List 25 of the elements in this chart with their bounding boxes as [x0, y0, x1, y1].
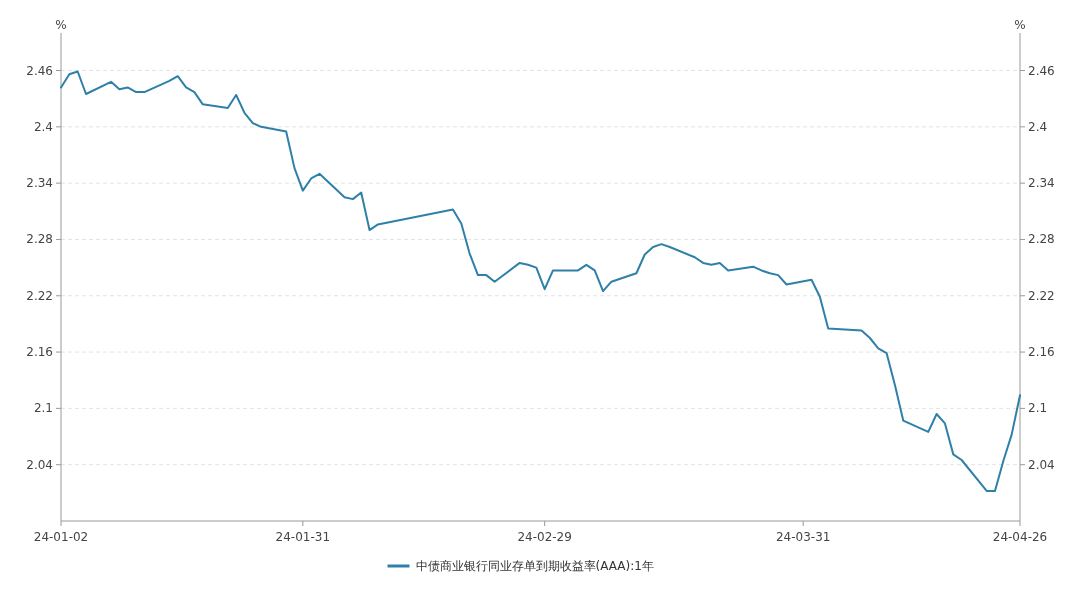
y2-tick-label: 2.4 — [1028, 119, 1048, 134]
x-tick-label: 24-04-26 — [992, 530, 1048, 544]
y-tick-label: 2.4 — [33, 119, 53, 134]
y-tick-label: 2.28 — [26, 232, 53, 247]
y2-tick-label: 2.34 — [1028, 176, 1055, 191]
x-tick-label: 24-02-29 — [517, 530, 572, 544]
y-axis-title: % — [55, 18, 67, 32]
y2-tick-label: 2.1 — [1028, 401, 1048, 416]
x-tick-label: 24-03-31 — [775, 530, 831, 544]
y2-tick-label: 2.22 — [1028, 288, 1055, 303]
line-series — [60, 70, 1021, 492]
y-tick-label: 2.04 — [26, 457, 53, 472]
y-tick-label: 2.34 — [26, 176, 53, 191]
y-tick-label: 2.46 — [26, 63, 53, 78]
x-tick-label: 24-01-02 — [33, 530, 89, 544]
y2-tick-label: 2.04 — [1028, 457, 1055, 472]
y2-tick-label: 2.28 — [1028, 232, 1055, 247]
y-tick-label: 2.1 — [33, 401, 53, 416]
legend-label: 中债商业银行同业存单到期收益率(AAA):1年 — [415, 559, 654, 573]
y-tick-label: 2.22 — [26, 288, 53, 303]
y2-axis-title: % — [1014, 18, 1026, 32]
y2-tick-label: 2.16 — [1028, 345, 1055, 360]
x-tick-label: 24-01-31 — [275, 530, 331, 544]
y2-tick-label: 2.46 — [1028, 63, 1055, 78]
y-tick-label: 2.16 — [26, 345, 53, 360]
